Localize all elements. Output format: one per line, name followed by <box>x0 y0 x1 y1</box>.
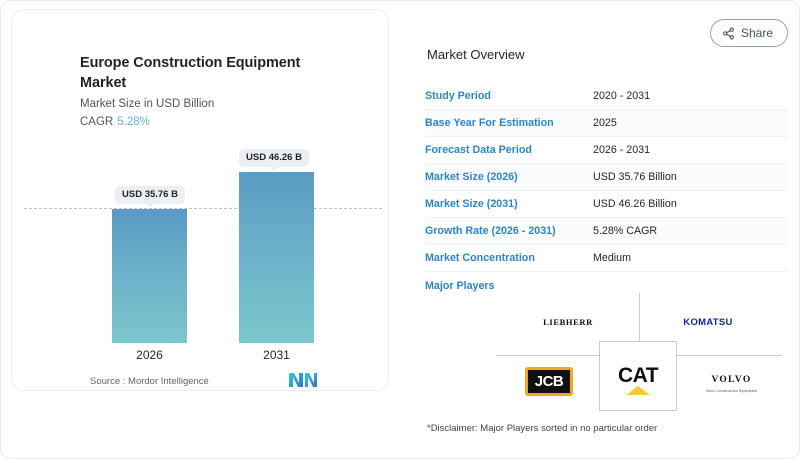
logo-jcb-text: JCB <box>534 372 564 390</box>
table-row[interactable]: Major Players <box>425 272 787 299</box>
share-network-icon <box>723 27 734 39</box>
x-axis-label-2026: 2026 <box>136 348 163 362</box>
logo-volvo-text: VOLVO <box>711 375 752 385</box>
table-row[interactable]: Market Concentration Medium <box>425 245 787 272</box>
market-overview-table: Study Period 2020 - 2031 Base Year For E… <box>425 83 787 299</box>
source-label: Source : <box>90 376 126 387</box>
logo-jcb: JCB <box>504 361 594 401</box>
bar-2031[interactable] <box>239 172 314 343</box>
bar-chart-plot: USD 35.76 B USD 46.26 B 2026 2031 <box>12 10 390 392</box>
table-row[interactable]: Base Year For Estimation 2025 <box>425 110 787 137</box>
bar-2026[interactable] <box>112 209 187 343</box>
row-value: USD 46.26 Billion <box>593 198 677 210</box>
table-row[interactable]: Growth Rate (2026 - 2031) 5.28% CAGR <box>425 218 787 245</box>
share-button[interactable]: Share <box>709 19 788 47</box>
disclaimer-note: *Disclaimer: Major Players sorted in no … <box>427 423 658 434</box>
logo-liebherr-text: LIEBHERR <box>543 317 593 327</box>
row-value: 5.28% CAGR <box>593 225 658 237</box>
table-row[interactable]: Study Period 2020 - 2031 <box>425 83 787 110</box>
row-label: Study Period <box>425 90 491 102</box>
row-label: Forecast Data Period <box>425 144 532 156</box>
row-label: Base Year For Estimation <box>425 117 554 129</box>
row-label: Market Size (2026) <box>425 171 518 183</box>
logo-cat-text: CAT <box>617 364 659 387</box>
table-row[interactable]: Market Size (2026) USD 35.76 Billion <box>425 164 787 191</box>
table-row[interactable]: Market Size (2031) USD 46.26 Billion <box>425 191 787 218</box>
cagr-row: CAGR 5.28% <box>80 116 150 128</box>
source-name: Mordor Intelligence <box>128 376 209 387</box>
logo-komatsu: KOMATSU <box>658 307 758 337</box>
reference-dashed-line <box>24 208 382 209</box>
cat-triangle-icon <box>625 386 650 395</box>
row-value: Medium <box>593 252 632 264</box>
x-axis-label-2031: 2031 <box>263 348 290 362</box>
logo-cat-wrap: CAT <box>617 364 659 395</box>
row-label: Market Size (2031) <box>425 198 518 210</box>
row-value: USD 35.76 Billion <box>593 171 677 183</box>
logo-komatsu-text: KOMATSU <box>683 316 733 328</box>
table-row[interactable]: Forecast Data Period 2026 - 2031 <box>425 137 787 164</box>
major-players-logo-grid: LIEBHERR KOMATSU JCB CAT VOLVO Volvo <box>496 293 782 411</box>
chart-card: Europe Construction Equipment Market Mar… <box>11 9 389 391</box>
cagr-label: CAGR <box>80 116 114 128</box>
logo-volvo: VOLVO Volvo Construction Equipment <box>684 363 779 399</box>
share-button-label: Share <box>740 26 773 40</box>
logo-cat: CAT <box>599 349 677 403</box>
logo-liebherr: LIEBHERR <box>518 307 618 337</box>
row-value: 2026 - 2031 <box>593 144 651 156</box>
cagr-value: 5.28% <box>117 116 150 128</box>
row-value: 2020 - 2031 <box>593 90 651 102</box>
market-overview-title: Market Overview <box>427 47 525 62</box>
chart-title: Europe Construction Equipment Market <box>80 55 301 91</box>
row-label: Major Players <box>425 279 495 292</box>
row-value: 2025 <box>593 117 617 129</box>
row-label: Growth Rate (2026 - 2031) <box>425 225 556 237</box>
market-overview-panel: Share Market Overview Study Period 2020 … <box>411 1 799 458</box>
grid-center-box <box>599 341 677 411</box>
logo-volvo-subtitle: Volvo Construction Equipment <box>705 389 758 393</box>
bar-value-badge-2026: USD 35.76 B <box>115 186 185 208</box>
source-note: Source : Mordor Intelligence <box>90 376 209 387</box>
mordor-intelligence-logo-icon <box>289 373 317 387</box>
bar-value-badge-2031: USD 46.26 B <box>239 149 309 171</box>
logo-volvo-wrap: VOLVO Volvo Construction Equipment <box>706 369 757 393</box>
chart-subtitle: Market Size in USD Billion <box>80 98 215 110</box>
row-label: Market Concentration <box>425 252 535 264</box>
logo-jcb-box: JCB <box>524 366 574 396</box>
